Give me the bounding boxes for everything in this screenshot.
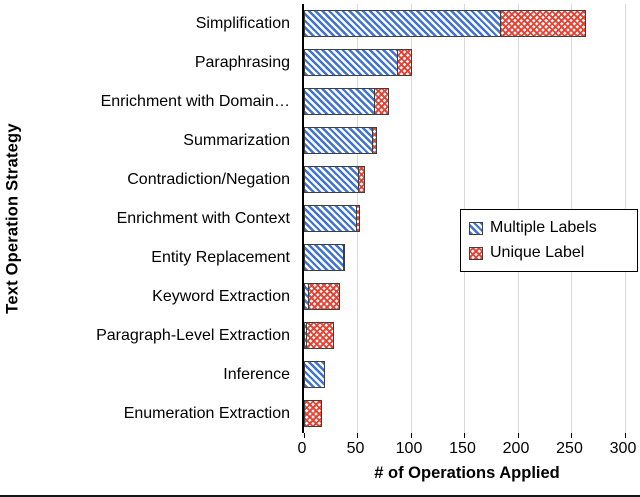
legend-item-unique-label: Unique Label	[469, 244, 629, 262]
category-label: Simplification	[195, 14, 290, 32]
bar-row	[304, 316, 634, 355]
bar-row	[304, 43, 634, 82]
bar-segment-unique-label	[358, 166, 365, 193]
category-label: Keyword Extraction	[152, 287, 290, 305]
x-tick-label: 200	[502, 440, 530, 457]
bar-row	[304, 277, 634, 316]
bar-segment-multiple-labels	[304, 49, 399, 76]
legend: Multiple Labels Unique Label	[460, 209, 638, 272]
x-axis-tickmark	[464, 433, 465, 438]
bar-row	[304, 121, 634, 160]
x-tick-label: 0	[297, 440, 307, 457]
plot-area	[302, 4, 634, 438]
bar-segment-unique-label	[305, 322, 334, 349]
bar-row	[304, 82, 634, 121]
figure-bottom-edge	[0, 495, 640, 497]
bar-segment-unique-label	[396, 49, 412, 76]
bar-segment-multiple-labels	[304, 166, 360, 193]
stacked-bar	[304, 205, 361, 232]
x-axis-tickmark	[357, 433, 358, 438]
bars	[304, 4, 634, 433]
gridline	[410, 4, 412, 433]
category-label: Enrichment with Context	[116, 209, 290, 227]
category-label: Paragraph-Level Extraction	[96, 326, 290, 344]
legend-label-multiple-labels: Multiple Labels	[490, 219, 597, 236]
unique-label-swatch-icon	[469, 246, 483, 260]
y-axis-title: Text Operation Strategy	[0, 4, 26, 433]
x-axis-tickmark	[303, 433, 305, 438]
bar-segment-multiple-labels	[304, 88, 376, 115]
category-label: Summarization	[183, 131, 290, 149]
bar-row	[304, 4, 634, 43]
stacked-bar	[304, 400, 323, 427]
category-label: Contradiction/Negation	[127, 170, 290, 188]
multiple-labels-swatch-icon	[469, 221, 483, 235]
x-tick-label: 50	[346, 440, 365, 457]
stacked-bar	[304, 322, 334, 349]
x-axis-tickmark	[517, 433, 519, 438]
stacked-bar	[304, 283, 340, 310]
x-tick-label: 250	[556, 440, 583, 457]
category-label: Entity Replacement	[151, 248, 290, 266]
bar-segment-unique-label	[343, 244, 346, 271]
x-tick-label: 100	[395, 440, 423, 457]
legend-label-unique-label: Unique Label	[490, 244, 585, 261]
stacked-bar	[304, 166, 365, 193]
bar-row	[304, 394, 634, 433]
category-label: Enumeration Extraction	[123, 404, 290, 422]
x-axis-tickmark	[624, 433, 626, 438]
bar-segment-multiple-labels	[304, 205, 358, 232]
bar-segment-multiple-labels	[304, 10, 502, 37]
bar-segment-unique-label	[356, 205, 361, 232]
category-label: Enrichment with Domain…	[100, 92, 290, 110]
bar-segment-unique-label	[500, 10, 587, 37]
category-label: Inference	[223, 365, 290, 383]
category-labels: Simplification Paraphrasing Enrichment wit…	[26, 4, 296, 433]
stacked-bar	[304, 10, 587, 37]
x-tick-label: 300	[609, 440, 637, 457]
bar-segment-unique-label	[374, 88, 390, 115]
bar-segment-multiple-labels	[304, 361, 326, 388]
bar-segment-unique-label	[307, 283, 340, 310]
stacked-bar	[304, 361, 326, 388]
x-axis-title: # of Operations Applied	[374, 464, 560, 482]
bar-segment-multiple-labels	[304, 127, 374, 154]
y-axis-title-text: Text Operation Strategy	[3, 123, 22, 314]
bar-segment-multiple-labels	[304, 244, 345, 271]
bar-segment-unique-label	[304, 400, 323, 427]
bar-row	[304, 160, 634, 199]
x-axis-tickmark	[571, 433, 572, 438]
x-tick-label: 150	[449, 440, 476, 457]
stacked-bar	[304, 127, 378, 154]
bar-segment-unique-label	[372, 127, 378, 154]
stacked-bar	[304, 244, 346, 271]
category-label: Paraphrasing	[194, 53, 290, 71]
bar-row	[304, 355, 634, 394]
bar-row	[304, 238, 634, 277]
stacked-bar	[304, 88, 390, 115]
x-axis-ticks: 0 50 100 150 200 250 300	[298, 440, 637, 460]
x-axis-tickmark	[410, 433, 412, 438]
bar-row	[304, 199, 634, 238]
legend-item-multiple-labels: Multiple Labels	[469, 219, 629, 237]
stacked-bar	[304, 49, 412, 76]
